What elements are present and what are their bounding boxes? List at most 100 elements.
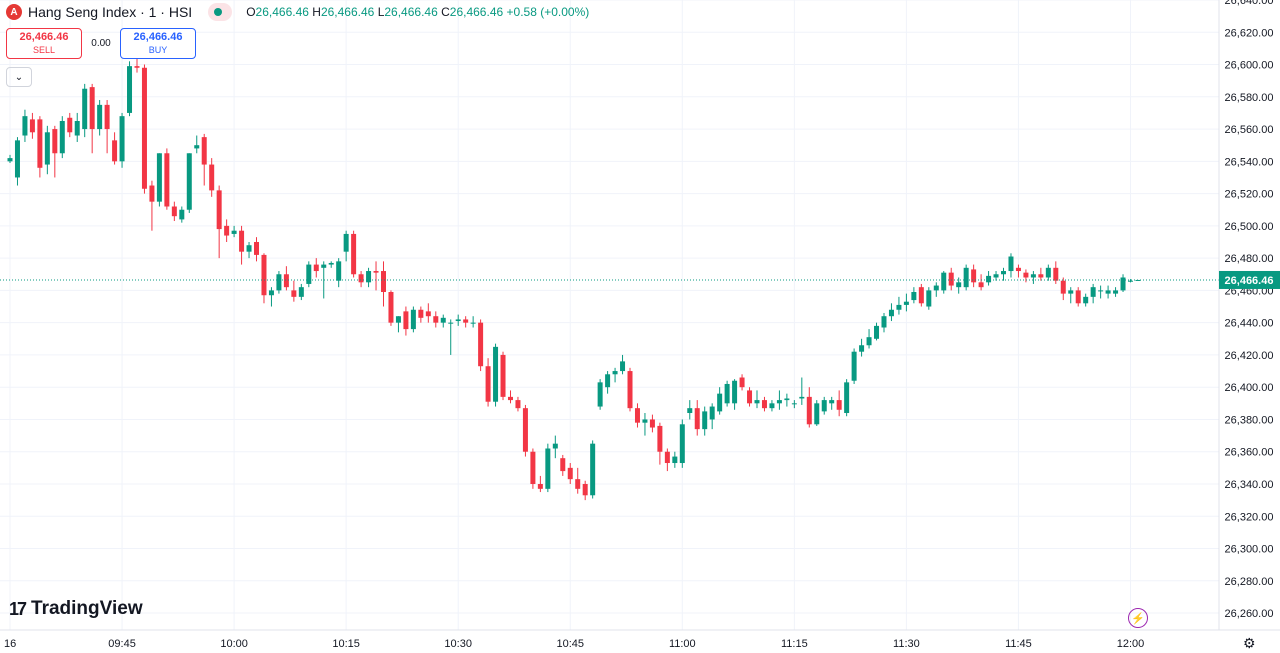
candle xyxy=(507,390,513,404)
candle xyxy=(978,274,984,291)
candle xyxy=(829,396,835,410)
spread-value: 0.00 xyxy=(91,38,111,49)
candle xyxy=(1001,267,1007,281)
time-axis[interactable]: 16 09:45 10:00 10:15 10:30 10:45 11:00 11:15 11:… xyxy=(4,638,1144,650)
candle xyxy=(515,396,521,412)
candle-body xyxy=(881,316,887,328)
candle xyxy=(194,135,200,154)
candle xyxy=(164,148,170,210)
candle-body xyxy=(171,206,177,217)
candle-body xyxy=(112,140,118,162)
candle xyxy=(679,419,685,468)
symbol-logo-icon[interactable]: A xyxy=(6,4,22,20)
candle xyxy=(485,358,491,407)
candle xyxy=(156,153,162,207)
price-tick-label: 26,640.00 xyxy=(1225,0,1274,7)
candle-body xyxy=(575,479,581,489)
candle xyxy=(216,185,222,259)
candle xyxy=(575,467,581,494)
candle-body xyxy=(597,382,603,407)
candle xyxy=(104,100,110,154)
candle-body xyxy=(978,282,984,288)
candle-body xyxy=(739,377,745,388)
candle xyxy=(791,400,797,409)
candle xyxy=(410,306,416,333)
candle-body xyxy=(164,153,170,207)
candle-body xyxy=(620,361,626,372)
price-axis[interactable]: 26,260.00 26,280.00 26,300.00 26,320.00 26,3… xyxy=(1225,0,1274,620)
buy-button[interactable]: 26,466.46 BUY xyxy=(120,28,196,59)
candle xyxy=(522,404,528,457)
candle xyxy=(246,241,252,259)
candle xyxy=(732,379,738,410)
market-status-pill[interactable] xyxy=(208,3,233,21)
candle xyxy=(530,448,536,489)
candle xyxy=(993,271,999,281)
candle xyxy=(82,83,88,138)
candle-body xyxy=(351,233,357,275)
candle xyxy=(1015,264,1021,278)
candle-body xyxy=(687,408,693,414)
candle-body xyxy=(642,419,648,423)
candle-body xyxy=(366,271,372,283)
price-tick-label: 26,440.00 xyxy=(1225,318,1274,330)
price-tick-label: 26,560.00 xyxy=(1225,124,1274,136)
candle xyxy=(1045,264,1051,281)
candle xyxy=(634,403,640,428)
ohlc-readout: O26,466.46 H26,466.46 L26,466.46 C26,466… xyxy=(246,5,590,19)
candle-body xyxy=(754,400,760,404)
candle xyxy=(268,287,274,307)
candle-body xyxy=(672,456,678,464)
candle-body xyxy=(343,233,349,252)
candle-body xyxy=(97,104,103,130)
candle xyxy=(1008,253,1014,278)
candle-body xyxy=(1090,287,1096,297)
lightning-icon[interactable]: ⚡ xyxy=(1128,608,1148,628)
candle xyxy=(291,280,297,302)
tradingview-name: TradingView xyxy=(31,598,143,619)
candle-body xyxy=(336,261,342,281)
candle-body xyxy=(1128,280,1133,282)
candle xyxy=(336,258,342,288)
symbol-title[interactable]: Hang Seng Index · 1 · HSI xyxy=(28,4,193,20)
candle-body xyxy=(1045,267,1051,278)
candle xyxy=(590,440,596,499)
candle-body xyxy=(679,424,685,464)
last-price-text: 26,466.46 xyxy=(1225,275,1274,287)
chart-grid xyxy=(0,0,1219,630)
candle xyxy=(52,125,58,178)
candle-body xyxy=(702,411,708,430)
candle-body xyxy=(388,292,394,323)
gear-icon[interactable]: ⚙ xyxy=(1243,635,1256,651)
price-tick-label: 26,600.00 xyxy=(1225,60,1274,72)
last-price-label: 26,466.46 xyxy=(1219,270,1280,289)
candle-body xyxy=(717,393,723,412)
candle xyxy=(358,271,364,288)
candle xyxy=(874,322,880,341)
candle-body xyxy=(433,316,439,323)
price-tick-label: 26,380.00 xyxy=(1225,414,1274,426)
candle-body xyxy=(224,225,230,236)
candle-body xyxy=(194,145,200,149)
candle xyxy=(37,116,43,178)
change-value: +0.58 (+0.00%) xyxy=(506,5,590,19)
candle xyxy=(328,261,334,268)
candle xyxy=(1030,271,1036,284)
price-tick-label: 26,520.00 xyxy=(1225,189,1274,201)
candle xyxy=(806,387,812,428)
candle xyxy=(1113,287,1119,297)
candle xyxy=(761,396,767,412)
sell-button[interactable]: 26,466.46 SELL xyxy=(6,28,82,59)
candle-body xyxy=(649,419,655,428)
candle xyxy=(67,112,73,138)
candle xyxy=(186,153,192,213)
candle xyxy=(74,112,80,142)
price-tick-label: 26,500.00 xyxy=(1225,221,1274,233)
candle-body xyxy=(7,158,13,162)
candle-body xyxy=(1075,290,1081,304)
candle-body xyxy=(470,322,476,324)
candle-body xyxy=(418,309,424,318)
candle-body xyxy=(903,301,909,305)
collapse-chevron-down-icon[interactable]: ⌄ xyxy=(6,67,32,87)
